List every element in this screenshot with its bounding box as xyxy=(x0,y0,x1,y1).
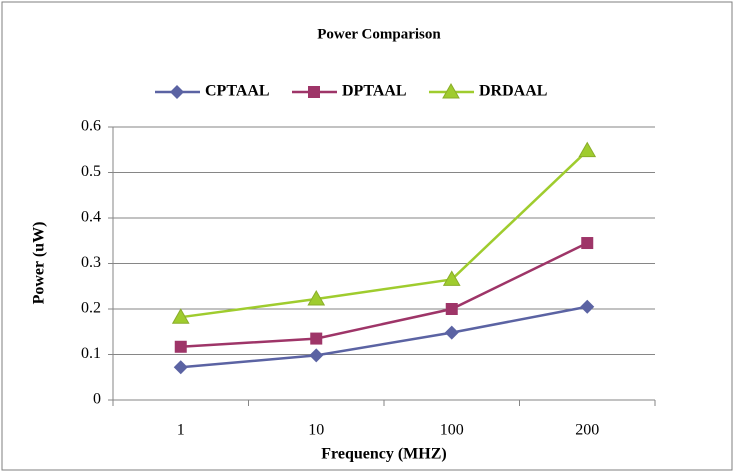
y-tick-label: 0.2 xyxy=(81,300,101,317)
marker xyxy=(444,325,459,340)
y-tick-label: 0.6 xyxy=(81,118,101,135)
marker xyxy=(442,270,461,286)
x-tick-label: 100 xyxy=(440,422,464,439)
marker xyxy=(580,299,595,314)
y-tick-label: 0.3 xyxy=(81,254,101,271)
marker xyxy=(174,340,187,353)
series-line xyxy=(180,241,588,349)
x-axis-title: Frequency (MHZ) xyxy=(321,446,446,463)
marker xyxy=(445,303,458,315)
legend-marker xyxy=(442,82,460,99)
marker xyxy=(309,348,324,363)
x-tick-label: 10 xyxy=(308,422,324,439)
x-tick-label: 1 xyxy=(177,422,185,439)
legend-marker xyxy=(170,85,184,99)
marker xyxy=(578,141,597,158)
legend-label: DRDAAL xyxy=(479,83,547,100)
x-tick-label: 200 xyxy=(575,422,599,439)
y-axis-title: Power (uW) xyxy=(31,222,48,305)
marker xyxy=(581,237,594,250)
series-line xyxy=(180,149,589,319)
marker xyxy=(171,308,190,324)
y-tick-label: 0.5 xyxy=(81,163,101,180)
chart-title: Power Comparison xyxy=(317,26,441,42)
marker xyxy=(310,332,323,345)
legend-marker xyxy=(308,86,320,98)
marker xyxy=(307,289,326,306)
series-line xyxy=(180,305,588,369)
y-tick-label: 0.4 xyxy=(81,209,101,226)
legend-label: CPTAAL xyxy=(205,83,270,100)
marker xyxy=(173,360,188,375)
y-tick-label: 0 xyxy=(93,391,101,408)
y-tick-label: 0.1 xyxy=(81,345,101,362)
legend-label: DPTAAL xyxy=(342,83,407,100)
